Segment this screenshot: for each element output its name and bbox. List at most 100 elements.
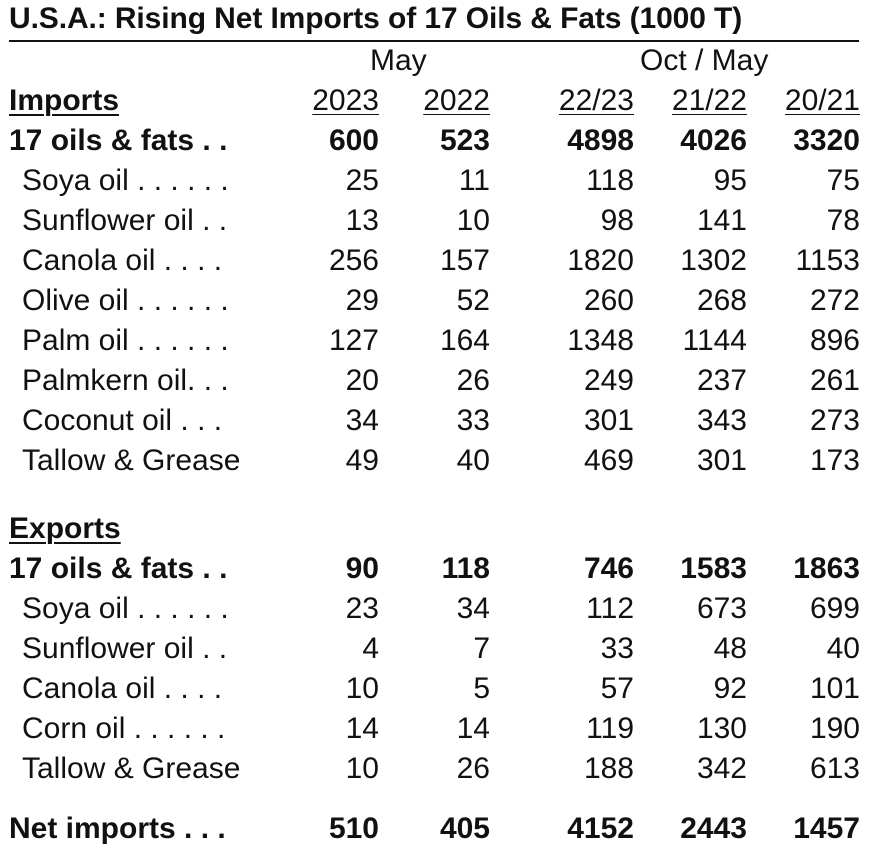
imports-row-label: Coconut oil . . . <box>22 404 223 437</box>
imports-row-label: Palmkern oil. . . <box>22 364 229 397</box>
exports-row-value: 7 <box>473 632 490 665</box>
net-imports-value: 4152 <box>567 812 634 845</box>
imports-row-value: 20 <box>345 364 379 397</box>
imports-row-value: 1144 <box>682 324 747 357</box>
exports-row-value: 101 <box>809 672 860 705</box>
imports-row-value: 78 <box>826 204 860 237</box>
imports-row-value: 141 <box>696 204 747 237</box>
exports-row-value: 613 <box>809 752 860 785</box>
imports-row-value: 29 <box>345 284 379 317</box>
column-header: 22/23 <box>558 84 634 117</box>
imports-row-value: 34 <box>345 404 379 437</box>
imports-total-label: 17 oils & fats . . <box>9 124 228 157</box>
exports-row-value: 34 <box>456 592 490 625</box>
net-imports-label: Net imports . . . <box>9 812 226 845</box>
exports-heading: Exports <box>9 512 121 545</box>
exports-row-value: 48 <box>713 632 747 665</box>
exports-row-value: 188 <box>583 752 634 785</box>
imports-row-value: 49 <box>345 444 379 477</box>
group-header-oct-may: Oct / May <box>640 44 769 77</box>
exports-row-label: Sunflower oil . . <box>22 632 228 665</box>
imports-row-value: 75 <box>826 164 860 197</box>
exports-row-value: 14 <box>456 712 490 745</box>
exports-row-value: 190 <box>809 712 860 745</box>
imports-row-value: 256 <box>328 244 379 277</box>
exports-row-label: Corn oil . . . . . . <box>22 712 226 745</box>
table-title: U.S.A.: Rising Net Imports of 17 Oils & … <box>9 2 743 35</box>
imports-row-value: 273 <box>809 404 860 437</box>
imports-row-value: 52 <box>456 284 490 317</box>
imports-row-value: 26 <box>456 364 490 397</box>
exports-row-value: 119 <box>586 712 634 745</box>
exports-row-value: 10 <box>345 672 379 705</box>
imports-row-value: 249 <box>583 364 634 397</box>
imports-row-value: 13 <box>345 204 379 237</box>
exports-row-value: 92 <box>713 672 747 705</box>
imports-total-value: 4898 <box>567 124 634 157</box>
imports-total-value: 600 <box>328 124 379 157</box>
imports-heading: Imports <box>9 84 120 117</box>
imports-row-value: 272 <box>809 284 860 317</box>
imports-row-value: 237 <box>696 364 747 397</box>
exports-row-value: 33 <box>600 632 634 665</box>
imports-row-value: 260 <box>583 284 634 317</box>
imports-row-value: 127 <box>328 324 379 357</box>
column-header: 2023 <box>312 84 379 117</box>
imports-total-value: 3320 <box>793 124 860 157</box>
imports-row-value: 261 <box>809 364 860 397</box>
exports-row-value: 342 <box>696 752 747 785</box>
imports-row-label: Sunflower oil . . <box>22 204 228 237</box>
exports-row-value: 4 <box>362 632 379 665</box>
imports-row-value: 25 <box>345 164 379 197</box>
imports-row-value: 164 <box>439 324 490 357</box>
exports-row-value: 5 <box>473 672 490 705</box>
imports-row-value: 1820 <box>567 244 634 277</box>
imports-row-label: Palm oil . . . . . . <box>22 324 229 357</box>
imports-row-value: 1348 <box>567 324 634 357</box>
group-header-may: May <box>370 44 427 77</box>
imports-row-value: 95 <box>713 164 747 197</box>
imports-row-value: 1153 <box>795 244 860 277</box>
net-imports-value: 405 <box>439 812 490 845</box>
imports-row-value: 98 <box>600 204 634 237</box>
column-header: 2022 <box>423 84 490 117</box>
imports-row-value: 343 <box>696 404 747 437</box>
imports-row-value: 173 <box>809 444 860 477</box>
imports-row-value: 268 <box>696 284 747 317</box>
exports-row-value: 57 <box>600 672 634 705</box>
exports-total-value: 90 <box>345 552 379 585</box>
imports-row-label: Canola oil . . . . <box>22 244 223 277</box>
exports-row-label: Soya oil . . . . . . <box>22 592 229 625</box>
net-imports-value: 2443 <box>680 812 747 845</box>
imports-total-value: 4026 <box>680 124 747 157</box>
exports-row-value: 40 <box>826 632 860 665</box>
imports-row-value: 11 <box>458 164 490 197</box>
imports-row-label: Tallow & Grease <box>22 444 241 477</box>
imports-row-value: 33 <box>456 404 490 437</box>
net-imports-value: 1457 <box>793 812 860 845</box>
imports-row-value: 896 <box>809 324 860 357</box>
imports-row-value: 157 <box>439 244 490 277</box>
exports-row-value: 699 <box>809 592 860 625</box>
imports-total-value: 523 <box>439 124 490 157</box>
exports-total-value: 746 <box>583 552 634 585</box>
imports-row-label: Soya oil . . . . . . <box>22 164 229 197</box>
imports-row-value: 469 <box>583 444 634 477</box>
exports-row-label: Canola oil . . . . <box>22 672 223 705</box>
column-header: 20/21 <box>784 84 860 117</box>
title-underline <box>9 40 859 42</box>
exports-row-value: 14 <box>345 712 379 745</box>
exports-row-value: 23 <box>345 592 379 625</box>
imports-row-value: 40 <box>456 444 490 477</box>
exports-row-value: 26 <box>456 752 490 785</box>
imports-row-value: 1302 <box>680 244 747 277</box>
net-imports-value: 510 <box>328 812 379 845</box>
exports-total-value: 1583 <box>680 552 747 585</box>
imports-row-label: Olive oil . . . . . . <box>22 284 229 317</box>
exports-row-value: 10 <box>345 752 379 785</box>
imports-row-value: 10 <box>456 204 490 237</box>
imports-row-value: 301 <box>583 404 634 437</box>
exports-row-label: Tallow & Grease <box>22 752 241 785</box>
exports-total-value: 118 <box>441 552 490 585</box>
exports-total-label: 17 oils & fats . . <box>9 552 228 585</box>
